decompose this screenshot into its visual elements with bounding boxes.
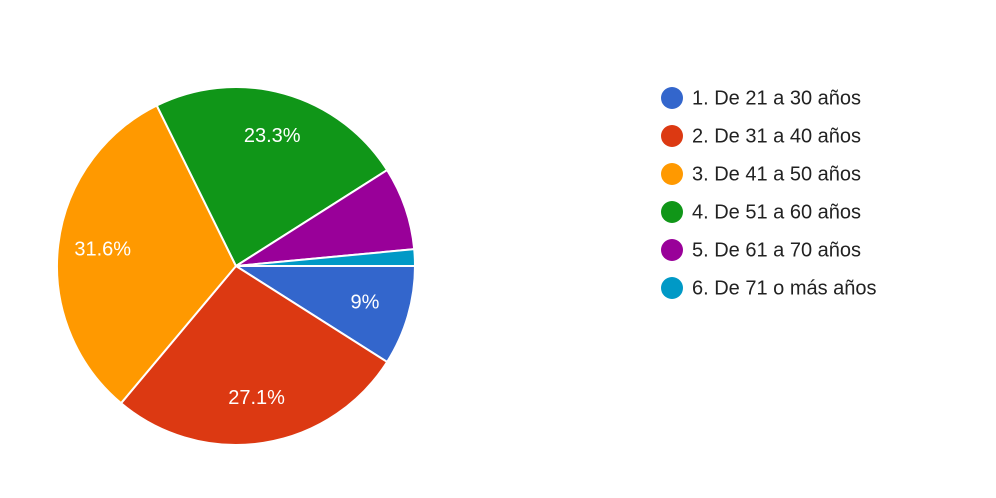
pie-slice [56, 104, 238, 405]
legend-swatch [661, 277, 683, 299]
legend-label: 5. De 61 a 70 años [692, 239, 861, 261]
slice-label: 9% [350, 292, 379, 314]
pie-slice [232, 265, 417, 364]
pie-slice [155, 86, 389, 268]
legend-label: 1. De 21 a 30 años [692, 87, 861, 109]
legend-label: 6. De 71 o más años [692, 277, 877, 299]
legend-swatch [661, 201, 683, 223]
legend-swatch [661, 163, 683, 185]
pie-slice [119, 264, 389, 446]
slice-label: 27.1% [228, 387, 285, 409]
slice-label: 31.6% [74, 238, 131, 260]
legend-label: 4. De 51 a 60 años [692, 201, 861, 223]
legend-label: 2. De 31 a 40 años [692, 125, 861, 147]
legend-swatch [661, 87, 683, 109]
slice-label: 23.3% [244, 125, 301, 147]
legend-label: 3. De 41 a 50 años [692, 163, 861, 185]
legend-swatch [661, 239, 683, 261]
pie-slice [235, 248, 417, 267]
legend-swatch [661, 125, 683, 147]
